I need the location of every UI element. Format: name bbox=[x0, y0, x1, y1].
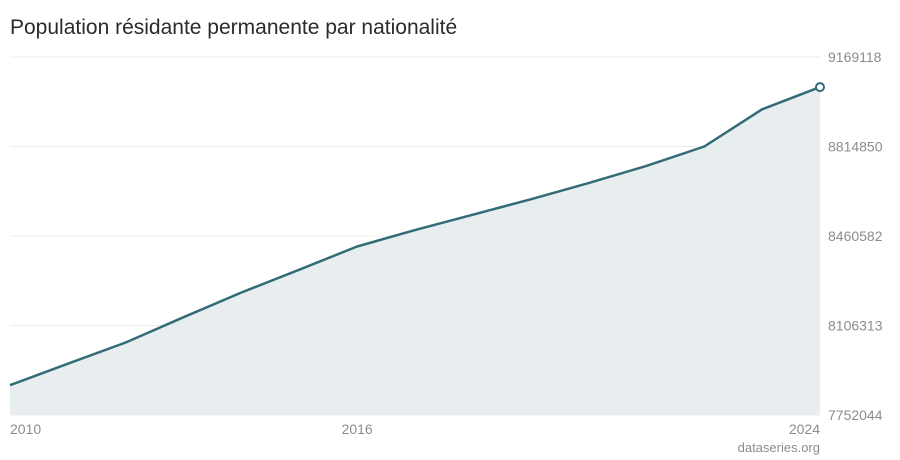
y-tick-label: 8460582 bbox=[828, 228, 883, 244]
series-line bbox=[9, 85, 821, 387]
y-tick-label: 8106313 bbox=[828, 317, 883, 333]
x-tick-label: 2010 bbox=[10, 421, 41, 437]
x-axis-ticks: 2010 2016 2024 bbox=[10, 421, 820, 437]
data-point[interactable] bbox=[412, 227, 418, 233]
data-point[interactable] bbox=[65, 361, 71, 367]
data-point[interactable] bbox=[181, 314, 187, 320]
data-point[interactable] bbox=[123, 340, 129, 346]
chart-title: Population résidante permanente par nati… bbox=[10, 16, 458, 39]
data-point[interactable] bbox=[701, 143, 707, 149]
y-axis-ticks: 7752044 8106313 8460582 8814850 9169118 bbox=[828, 49, 883, 423]
data-point[interactable] bbox=[470, 212, 476, 218]
data-point[interactable] bbox=[7, 382, 13, 388]
y-tick-label: 7752044 bbox=[828, 407, 883, 423]
data-point[interactable] bbox=[528, 196, 534, 202]
y-tick-label: 8814850 bbox=[828, 138, 883, 154]
series-area bbox=[10, 87, 820, 415]
data-point[interactable] bbox=[643, 163, 649, 169]
last-point-marker[interactable] bbox=[815, 82, 825, 93]
y-tick-label: 9169118 bbox=[828, 49, 882, 65]
data-point[interactable] bbox=[354, 244, 360, 250]
data-point[interactable] bbox=[238, 289, 244, 295]
x-tick-label: 2016 bbox=[342, 421, 373, 437]
data-point[interactable] bbox=[586, 180, 592, 186]
source-credit: dataseries.org bbox=[737, 440, 820, 455]
data-point[interactable] bbox=[296, 267, 302, 273]
x-tick-label: 2024 bbox=[789, 421, 820, 437]
data-point[interactable] bbox=[759, 106, 765, 112]
